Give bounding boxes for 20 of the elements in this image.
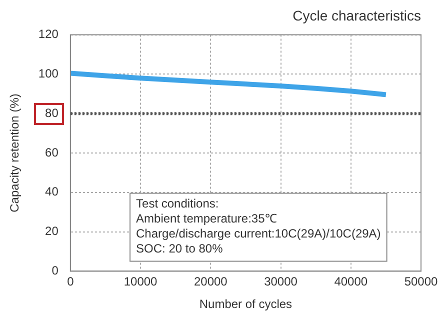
x-tick-label: 40000	[334, 274, 368, 289]
annotation: SOC: 20 to 80%	[136, 242, 224, 256]
x-tick-label: 20000	[194, 274, 228, 289]
y-tick-label: 0	[52, 264, 59, 278]
chart-title: Cycle characteristics	[292, 7, 421, 24]
annotation: Charge/discharge current:10C(29A)/10C(29A)	[136, 226, 381, 241]
y-tick-label: 20	[45, 224, 59, 238]
y-tick-label: 60	[45, 145, 59, 160]
x-axis-title: Number of cycles	[199, 297, 292, 312]
y-tick-label: 120	[38, 27, 59, 42]
y-tick-label: 80	[45, 106, 59, 120]
x-tick-label: 50000	[404, 274, 438, 289]
x-tick-label: 10000	[124, 274, 158, 289]
x-tick-label: 30000	[264, 274, 298, 289]
y-axis-title: Capacity retention (%)	[8, 94, 22, 212]
y-tick-label: 100	[38, 66, 59, 81]
x-tick-label: 0	[67, 274, 74, 289]
y-tick-label: 40	[45, 184, 59, 199]
annotation: Test conditions:	[136, 196, 219, 211]
annotation: Ambient temperature:35℃	[136, 212, 277, 226]
